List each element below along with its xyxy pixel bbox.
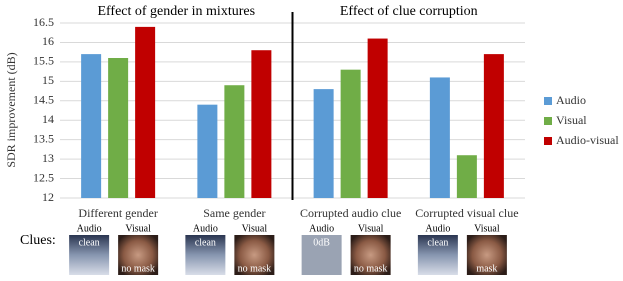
y-tick-label: 15 xyxy=(42,73,54,87)
visual-clue-image xyxy=(466,235,507,275)
x-tick-label: Different gender xyxy=(78,206,157,220)
y-tick-label: 16 xyxy=(42,34,54,48)
bar xyxy=(251,50,272,198)
y-tick-label: 14.5 xyxy=(33,93,54,107)
clue-header: Audio xyxy=(193,223,218,234)
bar xyxy=(197,104,218,198)
clue-header: Visual xyxy=(242,223,268,234)
y-axis-title: SDR improvement (dB) xyxy=(4,52,18,167)
y-tick-label: 15.5 xyxy=(33,54,54,68)
bar xyxy=(429,77,450,198)
audio-clue-image xyxy=(185,235,226,275)
legend-label: Audio xyxy=(556,93,586,107)
y-tick-label: 13 xyxy=(42,151,54,165)
visual-clue-text: no mask xyxy=(238,263,272,274)
x-tick-label: Same gender xyxy=(203,206,265,220)
visual-clue-image xyxy=(350,235,391,275)
audio-clue-image xyxy=(69,235,110,275)
clues-label: Clues: xyxy=(20,233,56,248)
audio-clue-text: clean xyxy=(427,237,448,248)
bar xyxy=(224,85,245,198)
bar xyxy=(313,89,334,198)
legend-swatch xyxy=(544,97,552,105)
visual-clue-text: mask xyxy=(476,263,497,274)
y-tick-label: 12 xyxy=(42,190,54,204)
legend-label: Audio-visual xyxy=(556,133,619,147)
bar xyxy=(108,58,129,198)
clue-header: Audio xyxy=(77,223,102,234)
legend-label: Visual xyxy=(556,113,587,127)
y-tick-label: 14 xyxy=(42,112,54,126)
y-tick-label: 12.5 xyxy=(33,170,54,184)
x-tick-label: Corrupted visual clue xyxy=(415,206,518,220)
clue-header: Audio xyxy=(309,223,334,234)
x-tick-label: Corrupted audio clue xyxy=(300,206,401,220)
y-tick-label: 13.5 xyxy=(33,131,54,145)
audio-clue-image xyxy=(301,235,342,275)
bar xyxy=(340,69,361,199)
visual-clue-text: no mask xyxy=(354,263,388,274)
clue-header: Visual xyxy=(125,223,151,234)
audio-clue-text: clean xyxy=(195,237,216,248)
visual-clue-image xyxy=(234,235,275,275)
bar xyxy=(135,26,156,199)
visual-clue-text: no mask xyxy=(121,263,155,274)
clue-header: Visual xyxy=(358,223,384,234)
audio-clue-text: clean xyxy=(79,237,100,248)
bar xyxy=(483,54,504,198)
legend-swatch xyxy=(544,117,552,125)
section-title: Effect of gender in mixtures xyxy=(97,4,255,19)
audio-clue-image xyxy=(417,235,458,275)
bar xyxy=(81,54,102,198)
bar xyxy=(367,38,388,198)
audio-clue-text: 0dB xyxy=(313,237,330,248)
clue-header: Audio xyxy=(425,223,450,234)
clue-header: Visual xyxy=(474,223,500,234)
bar xyxy=(456,155,477,198)
y-tick-label: 16.5 xyxy=(33,15,54,29)
section-title: Effect of clue corruption xyxy=(340,4,478,19)
visual-clue-image xyxy=(118,235,159,275)
legend-swatch xyxy=(544,137,552,145)
